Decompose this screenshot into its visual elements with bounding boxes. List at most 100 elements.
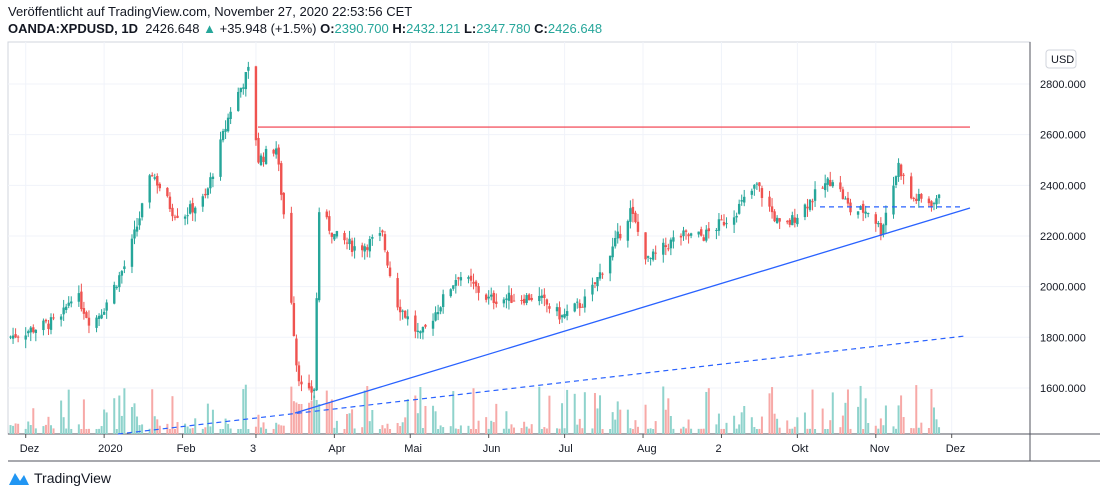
candle-body: [140, 203, 144, 218]
volume-bar: [353, 428, 356, 434]
candle-body: [310, 386, 313, 393]
candle-body: [378, 233, 382, 236]
volume-bar: [690, 428, 693, 434]
candle-body: [295, 338, 298, 366]
volume-bar: [495, 403, 498, 434]
volume-bar: [902, 417, 905, 434]
volume-bar: [849, 428, 852, 434]
volume-bar: [566, 389, 569, 434]
candle-body: [333, 234, 336, 240]
volume-bar: [229, 428, 232, 434]
volume-bar: [9, 425, 12, 434]
volume-bar: [806, 428, 809, 434]
candle-body: [651, 251, 655, 260]
volume-bar: [760, 416, 763, 434]
volume-bar: [103, 409, 106, 434]
volume-bar: [720, 428, 723, 434]
candle-body: [826, 178, 829, 185]
candle-body: [120, 271, 124, 276]
volume-bar: [733, 415, 736, 434]
candle-body: [793, 217, 797, 223]
volume-bar: [510, 424, 513, 434]
volume-bar: [773, 413, 776, 434]
volume-bar: [895, 428, 898, 434]
volume-bar: [186, 426, 189, 434]
volume-bar: [530, 424, 533, 434]
x-tick-label: Dez: [946, 443, 966, 455]
candle-body: [927, 198, 931, 204]
open-value: 2390.700: [334, 21, 389, 36]
candle-body: [755, 183, 759, 185]
candle-body: [436, 312, 440, 315]
candle-body: [803, 204, 807, 218]
volume-bar: [791, 428, 794, 434]
candle-body: [644, 232, 647, 260]
candle-body: [725, 223, 728, 225]
candle-body: [292, 303, 296, 336]
candle-body: [16, 336, 20, 338]
volume-bar: [191, 428, 194, 434]
candle-body: [176, 215, 179, 218]
candle-body: [272, 149, 275, 154]
volume-bar: [237, 429, 240, 434]
candle-body: [100, 314, 103, 319]
volume-bar: [27, 421, 30, 434]
candle-body: [629, 208, 632, 222]
candle-body: [608, 255, 612, 274]
candle-body: [67, 302, 70, 306]
volume-bar: [12, 425, 15, 434]
volume-bar: [262, 422, 265, 434]
tradingview-logo[interactable]: TradingView: [8, 470, 111, 486]
candle-body: [44, 319, 48, 322]
candle-body: [548, 306, 551, 309]
candle-body: [791, 215, 794, 226]
candle-body: [244, 72, 248, 90]
volume-bar: [219, 428, 222, 434]
candle-body: [806, 206, 809, 209]
price-chart[interactable]: 2800.000 2600.000 2400.000 2200.000 2000.000…: [0, 0, 1100, 470]
candle-body: [77, 293, 81, 302]
volume-bar: [77, 424, 80, 434]
candle-body: [565, 311, 569, 316]
volume-bar: [330, 399, 333, 434]
candle-body: [700, 229, 703, 236]
volume-bar: [406, 399, 409, 434]
candle-body: [82, 308, 86, 314]
candle-body: [920, 194, 923, 199]
candle-body: [226, 117, 230, 132]
candle-body: [29, 327, 32, 333]
volume-bar: [272, 428, 275, 434]
volume-bar: [42, 426, 45, 434]
candle-body: [636, 221, 640, 232]
volume-bar: [419, 387, 422, 434]
volume-bar: [467, 425, 470, 434]
candle-body: [186, 215, 189, 217]
volume-bar: [722, 428, 725, 434]
volume-bar: [260, 427, 262, 434]
volume-bar: [669, 416, 672, 434]
volume-bar: [346, 413, 349, 434]
candle-body: [495, 301, 498, 304]
volume-bar: [846, 389, 849, 434]
volume-bar: [864, 398, 867, 434]
volume-bar: [664, 409, 667, 434]
candle-body: [841, 189, 845, 200]
volume-bar: [540, 428, 543, 434]
volume-bar: [707, 388, 710, 434]
candle-body: [52, 317, 55, 319]
candle-body: [224, 128, 227, 132]
volume-bar: [292, 401, 295, 434]
candle-body: [667, 248, 670, 250]
candle-body: [902, 174, 905, 176]
volume-bar: [824, 429, 827, 434]
candle-body: [768, 196, 771, 207]
volume-bar: [404, 417, 407, 434]
candle-body: [62, 307, 65, 315]
volume-bar: [609, 428, 612, 434]
candle-body: [502, 299, 506, 304]
volume-bar: [87, 428, 90, 434]
candle-body: [113, 284, 116, 304]
volume-bar: [910, 428, 913, 434]
volume-bar: [65, 428, 68, 434]
candle-body: [348, 238, 351, 245]
